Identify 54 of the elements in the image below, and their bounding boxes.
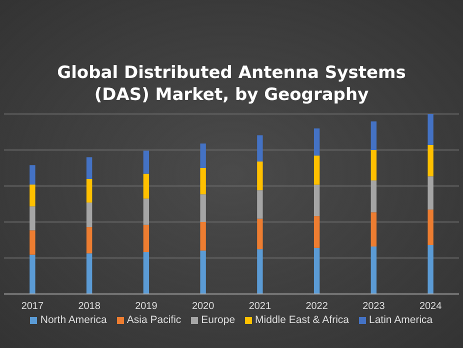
bar	[86, 202, 92, 228]
bar	[200, 144, 206, 168]
bar	[30, 206, 36, 230]
x-tick-label: 2024	[419, 301, 442, 312]
bar	[257, 218, 263, 250]
bar	[257, 190, 263, 219]
bar	[86, 178, 92, 203]
x-tick-label: 2018	[78, 301, 101, 312]
x-tick-label: 2023	[362, 301, 386, 312]
bar	[143, 198, 150, 225]
x-tick-label: 2021	[248, 301, 272, 312]
x-tick-label: 2022	[306, 301, 328, 312]
legend-label: Asia Pacific	[126, 314, 182, 326]
bar	[200, 194, 206, 222]
x-tick-label: 2020	[192, 301, 215, 312]
bar	[143, 224, 150, 252]
bar	[314, 128, 320, 156]
bar	[86, 157, 92, 179]
bar	[257, 162, 263, 190]
bar	[143, 174, 150, 199]
bar	[257, 249, 263, 294]
bar	[30, 254, 36, 294]
x-tick-label: 2017	[21, 301, 44, 312]
bar	[314, 248, 320, 294]
bar	[428, 176, 434, 210]
bar	[370, 180, 377, 212]
bar	[86, 227, 92, 254]
bar	[86, 253, 92, 294]
legend-label: North America	[39, 314, 107, 326]
chart-title: Global Distributed Antenna Systems (DAS) Market, by Geography	[56, 62, 407, 106]
bar	[143, 150, 150, 174]
x-tick-label: 2019	[135, 301, 158, 312]
bar	[428, 114, 434, 145]
legend-label: Europe	[200, 314, 236, 326]
bar	[370, 246, 377, 294]
bar	[200, 168, 206, 194]
bar	[370, 121, 377, 150]
bar	[370, 212, 377, 246]
bar	[314, 216, 320, 248]
bar	[257, 135, 263, 162]
bar	[200, 250, 206, 294]
bar	[30, 230, 36, 255]
bar	[143, 252, 150, 294]
bar	[30, 165, 36, 185]
bar	[314, 184, 320, 216]
bar	[370, 150, 377, 180]
bar	[200, 222, 206, 251]
legend-label: Latin America	[368, 314, 433, 326]
bar	[428, 144, 434, 176]
bar	[428, 245, 434, 294]
legend-label: Middle East & Africa	[254, 314, 349, 326]
bar	[314, 156, 320, 185]
bar	[428, 210, 434, 246]
bar	[30, 184, 36, 206]
